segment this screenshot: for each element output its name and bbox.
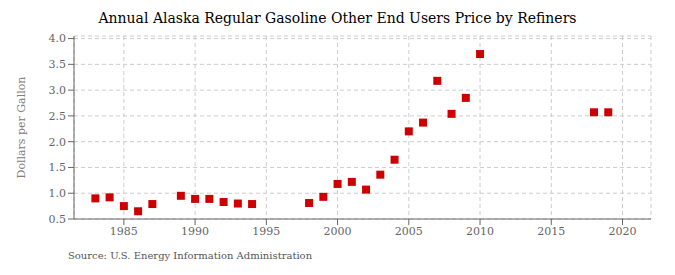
svg-text:1990: 1990 (181, 225, 209, 238)
html-text:Source: U.S. Energy Informatio: Source: U.S. Energy Information Administ… (68, 250, 313, 261)
svg-text:Dollars per Gallon: Dollars per Gallon (15, 77, 28, 179)
svg-text:2.5: 2.5 (49, 110, 67, 123)
html-text:Annual Alaska Regular Gasoline: Annual Alaska Regular Gasoline Other End… (98, 10, 577, 26)
svg-text:0.5: 0.5 (49, 213, 67, 226)
svg-text:1.0: 1.0 (49, 187, 67, 200)
svg-text:2020: 2020 (609, 225, 637, 238)
svg-text:2005: 2005 (395, 225, 423, 238)
svg-text:2015: 2015 (537, 225, 565, 238)
svg-text:2010: 2010 (466, 225, 494, 238)
svg-text:1985: 1985 (110, 225, 138, 238)
svg-text:2000: 2000 (324, 225, 352, 238)
svg-text:2.0: 2.0 (49, 136, 67, 149)
svg-text:3.5: 3.5 (49, 58, 67, 71)
svg-text:1995: 1995 (252, 225, 280, 238)
svg-text:1.5: 1.5 (49, 161, 67, 174)
svg-text:3.0: 3.0 (49, 84, 67, 97)
svg-text:4.0: 4.0 (49, 32, 67, 45)
